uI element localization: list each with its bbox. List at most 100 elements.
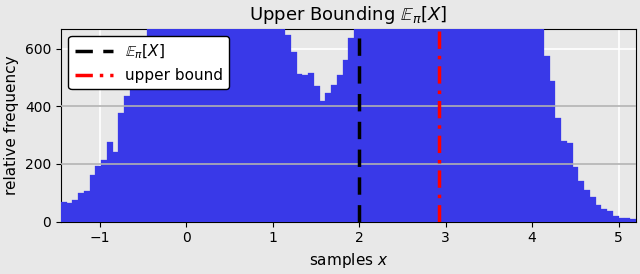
Bar: [417, 0, 423, 222]
Bar: [337, 75, 342, 222]
Bar: [107, 142, 113, 222]
Bar: [429, 0, 435, 222]
Bar: [544, 56, 550, 222]
Bar: [538, 22, 544, 222]
Bar: [469, 0, 475, 222]
Bar: [515, 0, 521, 222]
Bar: [383, 0, 388, 222]
Bar: [193, 0, 199, 222]
Bar: [113, 152, 118, 222]
Bar: [101, 160, 107, 222]
Bar: [573, 167, 579, 222]
Bar: [95, 166, 101, 222]
Bar: [182, 0, 188, 222]
Bar: [567, 143, 573, 222]
Bar: [584, 190, 590, 222]
Bar: [130, 79, 136, 222]
Bar: [314, 86, 319, 222]
Bar: [412, 0, 417, 222]
Bar: [492, 0, 498, 222]
Bar: [61, 202, 67, 222]
Bar: [440, 0, 446, 222]
Bar: [67, 203, 72, 222]
Bar: [199, 0, 205, 222]
Bar: [342, 60, 348, 222]
Bar: [625, 218, 630, 222]
Bar: [527, 0, 532, 222]
Bar: [354, 9, 360, 222]
Legend: $\mathbb{E}_{\pi}[X]$, upper bound: $\mathbb{E}_{\pi}[X]$, upper bound: [68, 36, 229, 89]
Bar: [90, 175, 95, 222]
Bar: [602, 209, 607, 222]
Bar: [211, 0, 216, 222]
Bar: [239, 0, 245, 222]
Bar: [273, 0, 279, 222]
Bar: [222, 0, 228, 222]
Bar: [234, 0, 239, 222]
Bar: [613, 216, 619, 222]
Bar: [228, 0, 234, 222]
Bar: [285, 35, 291, 222]
Bar: [136, 62, 141, 222]
Bar: [423, 0, 429, 222]
Bar: [153, 7, 159, 222]
Bar: [619, 218, 625, 222]
Bar: [371, 0, 377, 222]
X-axis label: samples $x$: samples $x$: [308, 251, 388, 270]
Bar: [509, 0, 515, 222]
Bar: [400, 0, 406, 222]
Bar: [291, 52, 296, 222]
Bar: [164, 0, 170, 222]
Bar: [245, 0, 251, 222]
Bar: [325, 93, 331, 222]
Bar: [251, 0, 257, 222]
Bar: [596, 205, 602, 222]
Bar: [561, 141, 567, 222]
Bar: [532, 6, 538, 222]
Bar: [296, 74, 302, 222]
Bar: [607, 211, 613, 222]
Bar: [435, 0, 440, 222]
Bar: [268, 0, 273, 222]
Bar: [124, 96, 130, 222]
Bar: [331, 85, 337, 222]
Bar: [394, 0, 400, 222]
Bar: [446, 0, 452, 222]
Bar: [388, 0, 394, 222]
Bar: [481, 0, 486, 222]
Bar: [170, 0, 176, 222]
Bar: [377, 0, 383, 222]
Bar: [262, 0, 268, 222]
Title: Upper Bounding $\mathbb{E}_{\pi}[X]$: Upper Bounding $\mathbb{E}_{\pi}[X]$: [250, 4, 447, 26]
Bar: [118, 113, 124, 222]
Bar: [475, 0, 481, 222]
Bar: [78, 193, 84, 222]
Bar: [141, 41, 147, 222]
Bar: [360, 0, 365, 222]
Bar: [302, 75, 308, 222]
Bar: [279, 16, 285, 222]
Bar: [147, 16, 153, 222]
Bar: [319, 101, 325, 222]
Bar: [188, 0, 193, 222]
Bar: [463, 0, 469, 222]
Bar: [348, 38, 354, 222]
Bar: [504, 0, 509, 222]
Y-axis label: relative frequency: relative frequency: [4, 55, 19, 195]
Bar: [498, 0, 504, 222]
Bar: [556, 118, 561, 222]
Bar: [486, 0, 492, 222]
Bar: [521, 0, 527, 222]
Bar: [308, 73, 314, 222]
Bar: [205, 0, 211, 222]
Bar: [72, 200, 78, 222]
Bar: [365, 0, 371, 222]
Bar: [458, 0, 463, 222]
Bar: [257, 0, 262, 222]
Bar: [452, 0, 458, 222]
Bar: [579, 181, 584, 222]
Bar: [590, 197, 596, 222]
Bar: [159, 0, 164, 222]
Bar: [550, 81, 556, 222]
Bar: [84, 191, 90, 222]
